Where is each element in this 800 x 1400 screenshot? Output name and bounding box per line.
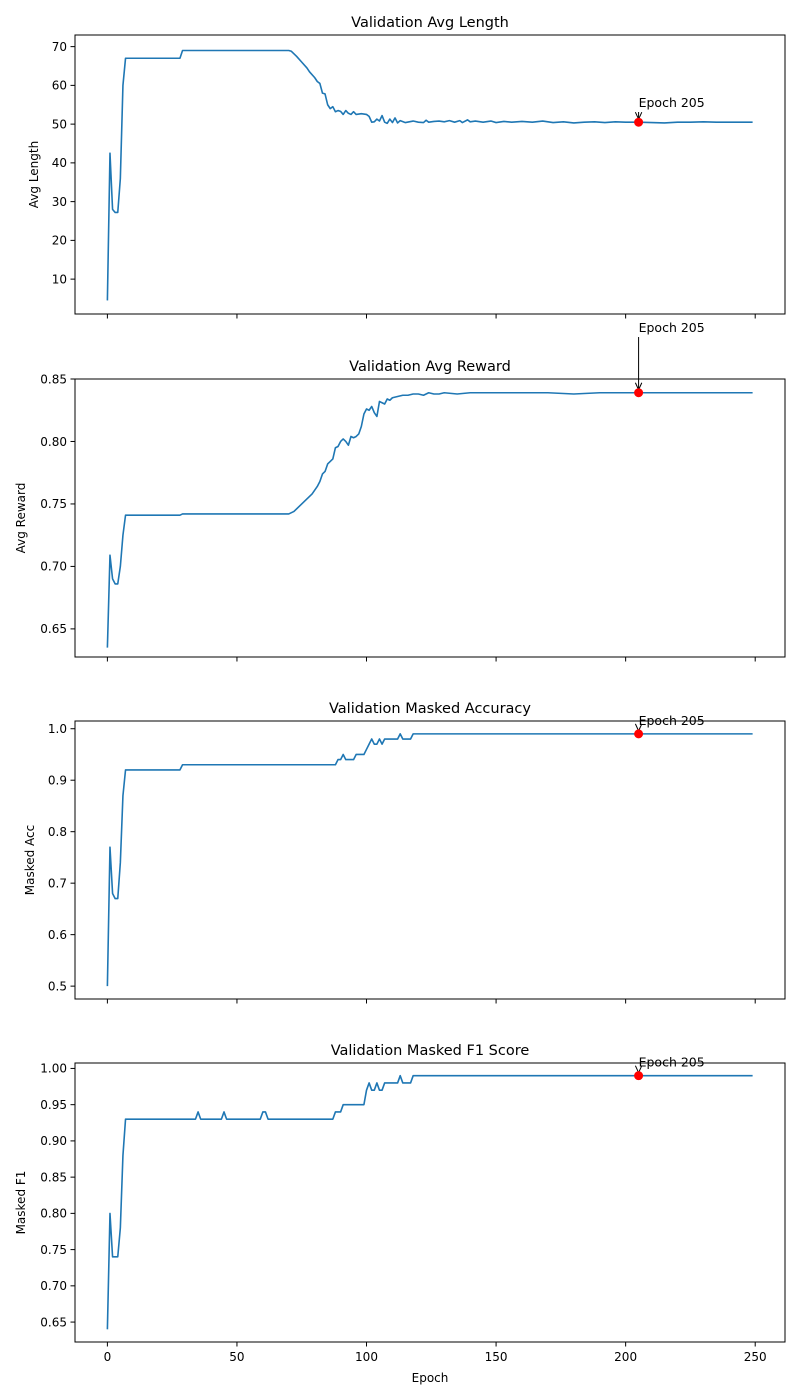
y-tick-label: 0.65: [40, 622, 67, 636]
y-tick-label: 0.85: [40, 372, 67, 386]
annotation-label: Epoch 205: [639, 320, 705, 335]
chart-title: Validation Avg Length: [351, 15, 509, 31]
best-epoch-marker: [634, 729, 644, 739]
plot-frame: [74, 378, 786, 658]
y-axis-label: Masked F1: [14, 1171, 28, 1235]
y-tick-label: 0.70: [40, 560, 67, 574]
y-tick-label: 0.9: [48, 774, 67, 788]
series-line: [106, 1074, 753, 1330]
series-line: [106, 733, 753, 987]
chart-panel-2: Validation Avg Reward 0.65 0.70 0.75 0.80 0.8…: [14, 320, 786, 662]
plot-frame: [74, 34, 786, 315]
plot-frame: [74, 1062, 786, 1343]
plot-frame: [74, 720, 786, 1000]
y-tick-label: 50: [52, 117, 67, 131]
y-tick-label: 70: [52, 40, 67, 54]
y-tick-label: 0.70: [40, 1279, 67, 1293]
y-tick-label: 0.95: [40, 1098, 67, 1112]
chart-panel-3: Validation Masked Accuracy 0.5 0.6 0.7 0.8 0.…: [23, 701, 786, 1004]
x-axis-label: Epoch: [412, 1371, 449, 1385]
annotation-label: Epoch 205: [639, 95, 705, 110]
y-tick-label: 0.8: [48, 825, 67, 839]
chart-title: Validation Masked F1 Score: [331, 1043, 530, 1059]
y-axis-label: Avg Reward: [14, 483, 28, 554]
y-tick-label: 0.75: [40, 1243, 67, 1257]
y-tick-label: 0.7: [48, 876, 67, 890]
y-tick-label: 0.75: [40, 497, 67, 511]
y-tick-label: 0.6: [48, 928, 67, 942]
y-tick-label: 0.80: [40, 1207, 67, 1221]
series-line: [106, 49, 753, 301]
y-tick-label: 0.65: [40, 1315, 67, 1329]
x-tick-label: 200: [614, 1350, 637, 1364]
x-tick-label: 150: [485, 1350, 508, 1364]
best-epoch-marker: [634, 117, 644, 127]
y-tick-label: 60: [52, 79, 67, 93]
x-tick-label: 250: [744, 1350, 767, 1364]
y-tick-label: 0.85: [40, 1170, 67, 1184]
chart-panel-1: Validation Avg Length 10 20 30 40 50 60 70 Avg L…: [27, 15, 786, 319]
chart-title: Validation Masked Accuracy: [329, 701, 531, 717]
chart-title: Validation Avg Reward: [349, 359, 511, 375]
x-tick-label: 0: [104, 1350, 112, 1364]
y-tick-label: 0.80: [40, 435, 67, 449]
y-tick-label: 10: [52, 272, 67, 286]
chart-panel-4: Validation Masked F1 Score 0.65 0.70 0.75 0.…: [14, 1043, 786, 1385]
y-tick-label: 1.00: [40, 1062, 67, 1076]
y-axis-label: Masked Acc: [23, 825, 37, 896]
y-tick-label: 0.5: [48, 979, 67, 993]
series-line: [106, 391, 753, 648]
x-tick-label: 50: [229, 1350, 244, 1364]
y-tick-label: 0.90: [40, 1134, 67, 1148]
x-tick-label: 100: [355, 1350, 378, 1364]
y-tick-label: 30: [52, 195, 67, 209]
best-epoch-marker: [634, 1071, 644, 1081]
y-tick-label: 20: [52, 234, 67, 248]
y-tick-label: 1.0: [48, 722, 67, 736]
y-tick-label: 40: [52, 156, 67, 170]
y-axis-label: Avg Length: [27, 141, 41, 208]
best-epoch-marker: [634, 388, 644, 398]
annotation-label: Epoch 205: [639, 1054, 705, 1069]
